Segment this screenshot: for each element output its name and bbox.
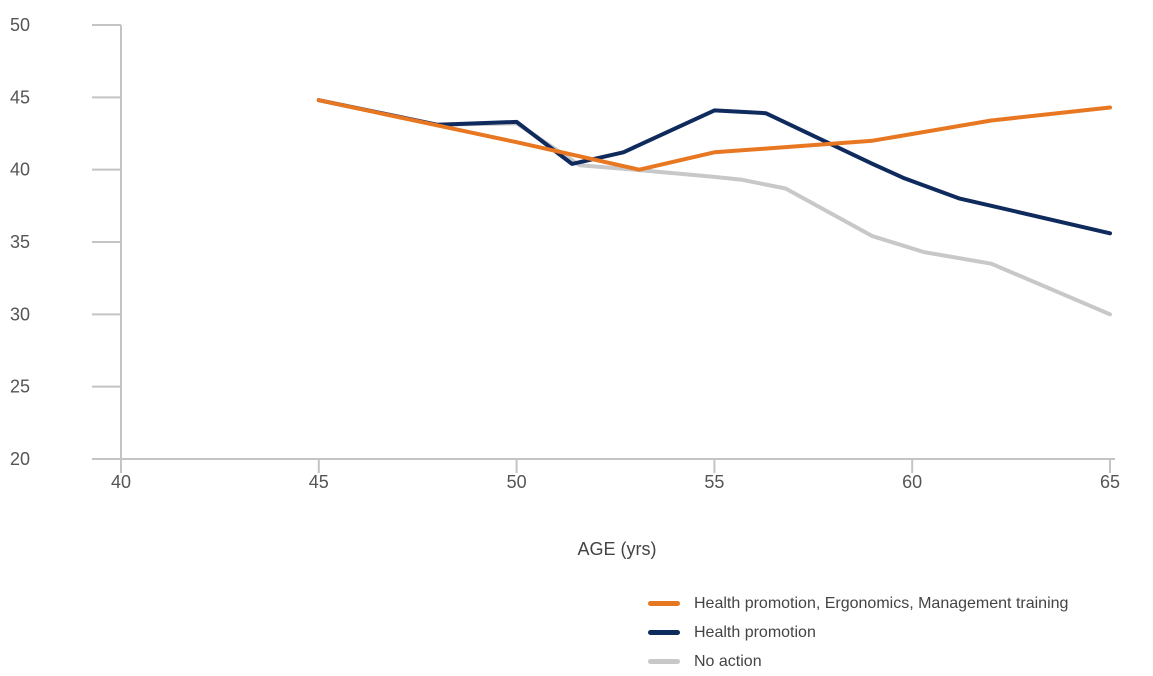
line-chart: 20 25 30 35 40 45 50 40 45 50 55 60 65 AGE (yrs) xyxy=(10,15,1120,559)
y-tick-label: 50 xyxy=(10,15,30,35)
x-tick-label: 40 xyxy=(111,472,131,492)
y-tick-label: 30 xyxy=(10,304,30,324)
legend-item: Health promotion, Ergonomics, Management… xyxy=(648,589,1068,618)
series-layer xyxy=(316,98,1112,317)
x-tick-label: 60 xyxy=(902,472,922,492)
y-tick-label: 20 xyxy=(10,449,30,469)
y-tick-label: 40 xyxy=(10,160,30,180)
x-tick-label: 45 xyxy=(309,472,329,492)
legend-swatch xyxy=(648,659,680,664)
axes: 20 25 30 35 40 45 50 40 45 50 55 60 65 xyxy=(10,15,1120,492)
series-line xyxy=(316,98,1112,236)
series-line xyxy=(316,98,1112,172)
x-tick-label: 65 xyxy=(1100,472,1120,492)
legend-label: Health promotion xyxy=(694,623,816,641)
legend-swatch xyxy=(648,630,680,635)
legend: Health promotion, Ergonomics, Management… xyxy=(648,589,1068,676)
legend-label: No action xyxy=(694,652,762,670)
legend-label: Health promotion, Ergonomics, Management… xyxy=(694,594,1069,612)
x-tick-label: 55 xyxy=(704,472,724,492)
legend-item: No action xyxy=(648,647,1068,676)
y-tick-label: 35 xyxy=(10,232,30,252)
x-tick-label: 50 xyxy=(507,472,527,492)
y-tick-label: 25 xyxy=(10,377,30,397)
x-axis-title: AGE (yrs) xyxy=(578,539,657,559)
legend-swatch xyxy=(648,601,680,606)
y-tick-label: 45 xyxy=(10,87,30,107)
legend-item: Health promotion xyxy=(648,618,1068,647)
